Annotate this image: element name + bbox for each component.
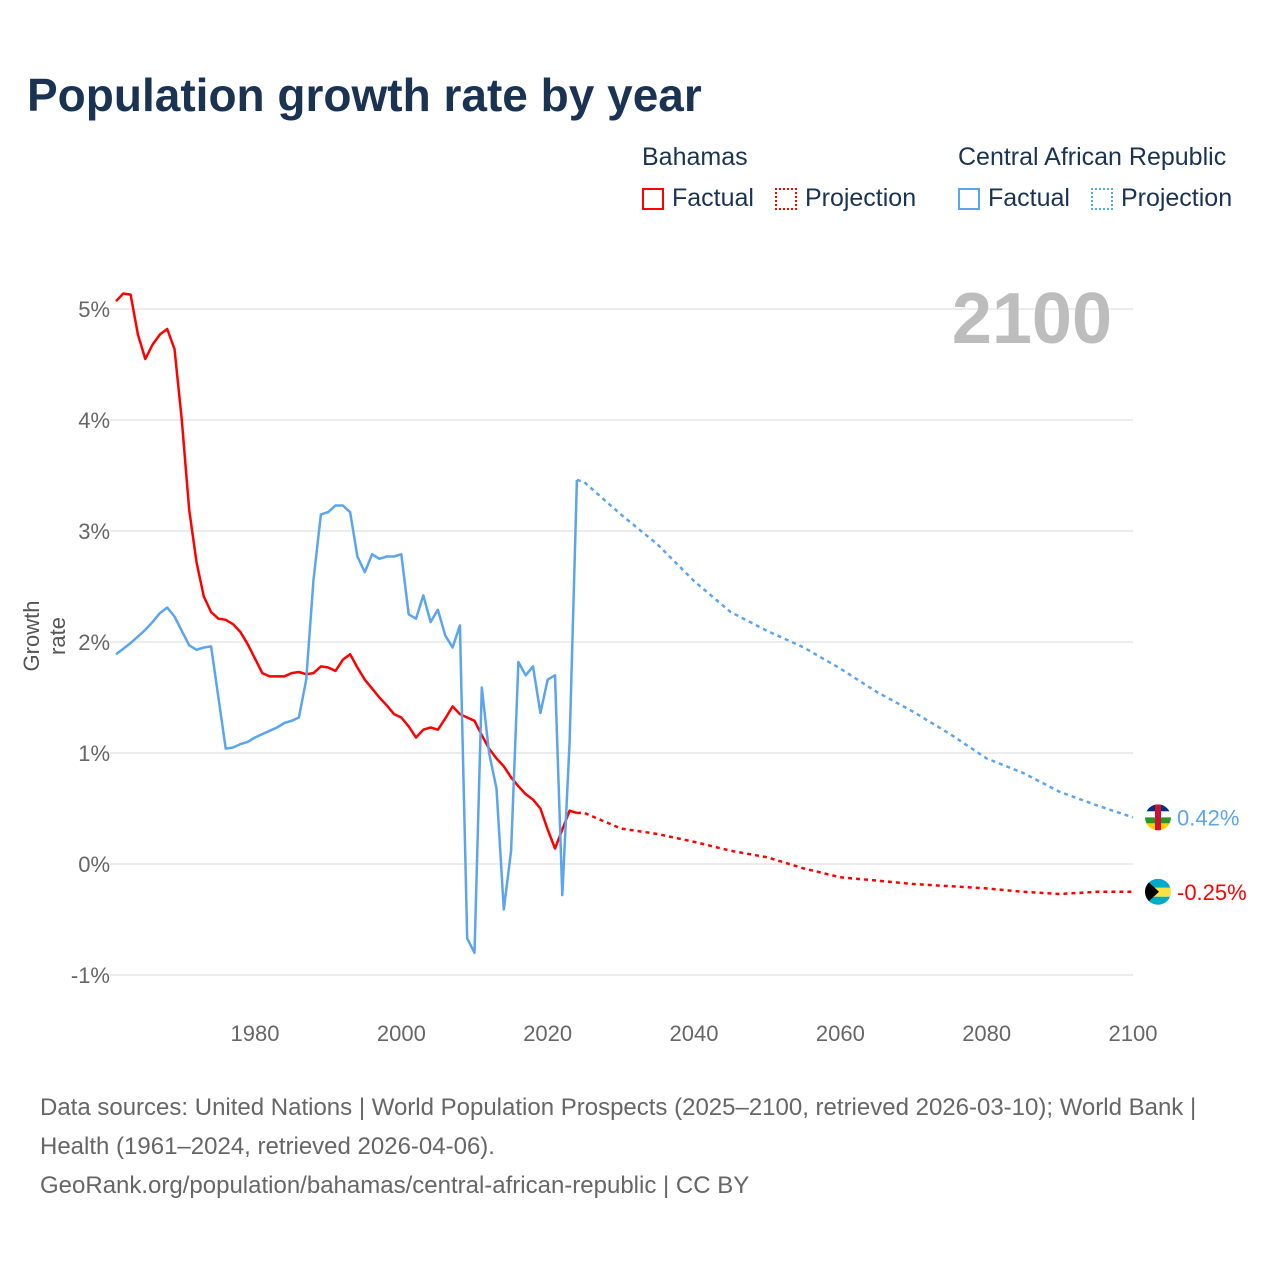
x-tick-label: 2080: [962, 1021, 1011, 1046]
legend-car-projection[interactable]: Projection: [1090, 184, 1233, 213]
y-tick-label: 2%: [78, 630, 110, 655]
x-tick-label: 2040: [670, 1021, 719, 1046]
dotted-swatch-icon: [1090, 187, 1113, 210]
legend-bahamas: Bahamas Factual Projection: [642, 143, 930, 217]
source-link[interactable]: GeoRank.org/population/bahamas/central-a…: [40, 1172, 750, 1199]
data-sources-text: Data sources: United Nations | World Pop…: [40, 1094, 1197, 1160]
x-tick-label: 2100: [1109, 1021, 1158, 1046]
legend-label: Projection: [1120, 184, 1233, 212]
y-tick-label: 3%: [78, 519, 110, 544]
legend-label: Factual: [988, 184, 1070, 212]
legend-label: Factual: [672, 184, 754, 212]
legend-bahamas-factual[interactable]: Factual: [642, 184, 754, 213]
legend-car: Central African Republic Factual Project…: [958, 143, 1232, 217]
series-end-label: 0.42%: [1177, 805, 1239, 830]
series-line-factual: [115, 292, 578, 850]
y-tick-label: 5%: [78, 297, 110, 322]
x-tick-label: 2000: [377, 1021, 426, 1046]
dotted-swatch-icon: [774, 187, 797, 210]
legend-car-factual[interactable]: Factual: [958, 184, 1070, 213]
legend-country-name: Central African Republic: [958, 143, 1227, 171]
legend-label: Projection: [804, 184, 917, 212]
legend-country-name: Bahamas: [642, 143, 748, 171]
x-tick-label: 2020: [523, 1021, 572, 1046]
y-tick-label: 1%: [78, 741, 110, 766]
y-tick-label: 0%: [78, 852, 110, 877]
x-tick-label: 1980: [231, 1021, 280, 1046]
car-flag-icon: [1145, 804, 1171, 831]
bahamas-flag-icon: [1145, 878, 1171, 905]
x-tick-label: 2060: [816, 1021, 865, 1046]
legend-bahamas-projection[interactable]: Projection: [774, 184, 917, 213]
solid-swatch-icon: [642, 187, 664, 210]
y-tick-label: -1%: [71, 963, 110, 988]
current-year-label: 2100: [951, 279, 1112, 359]
y-tick-label: 4%: [78, 408, 110, 433]
series-end-label: -0.25%: [1177, 880, 1247, 905]
series-line-factual: [115, 479, 579, 955]
chart-title: Population growth rate by year: [27, 69, 702, 121]
series-line-projection: [576, 811, 1133, 896]
footer: Data sources: United Nations | World Pop…: [40, 1088, 1240, 1205]
solid-swatch-icon: [958, 187, 980, 210]
